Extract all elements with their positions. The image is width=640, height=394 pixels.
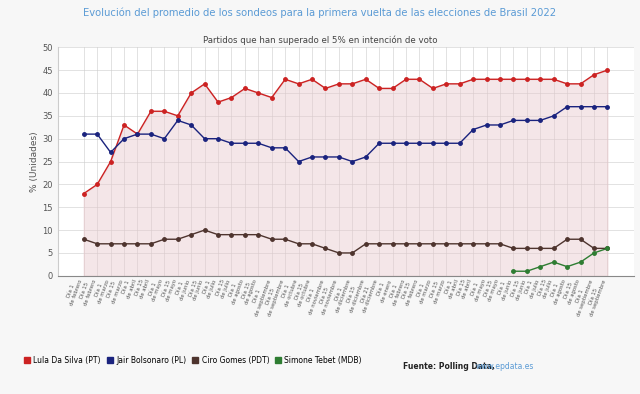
Text: Fuente: Polling Data,: Fuente: Polling Data, <box>403 362 497 372</box>
Text: Evolución del promedio de los sondeos para la primera vuelta de las elecciones d: Evolución del promedio de los sondeos pa… <box>83 8 557 19</box>
Text: www.epdata.es: www.epdata.es <box>475 362 534 372</box>
Legend: Lula Da Silva (PT), Jair Bolsonaro (PL), Ciro Gomes (PDT), Simone Tebet (MDB): Lula Da Silva (PT), Jair Bolsonaro (PL),… <box>21 353 365 368</box>
Text: Partidos que han superado el 5% en intención de voto: Partidos que han superado el 5% en inten… <box>203 35 437 45</box>
Y-axis label: % (Unidades): % (Unidades) <box>30 131 39 192</box>
